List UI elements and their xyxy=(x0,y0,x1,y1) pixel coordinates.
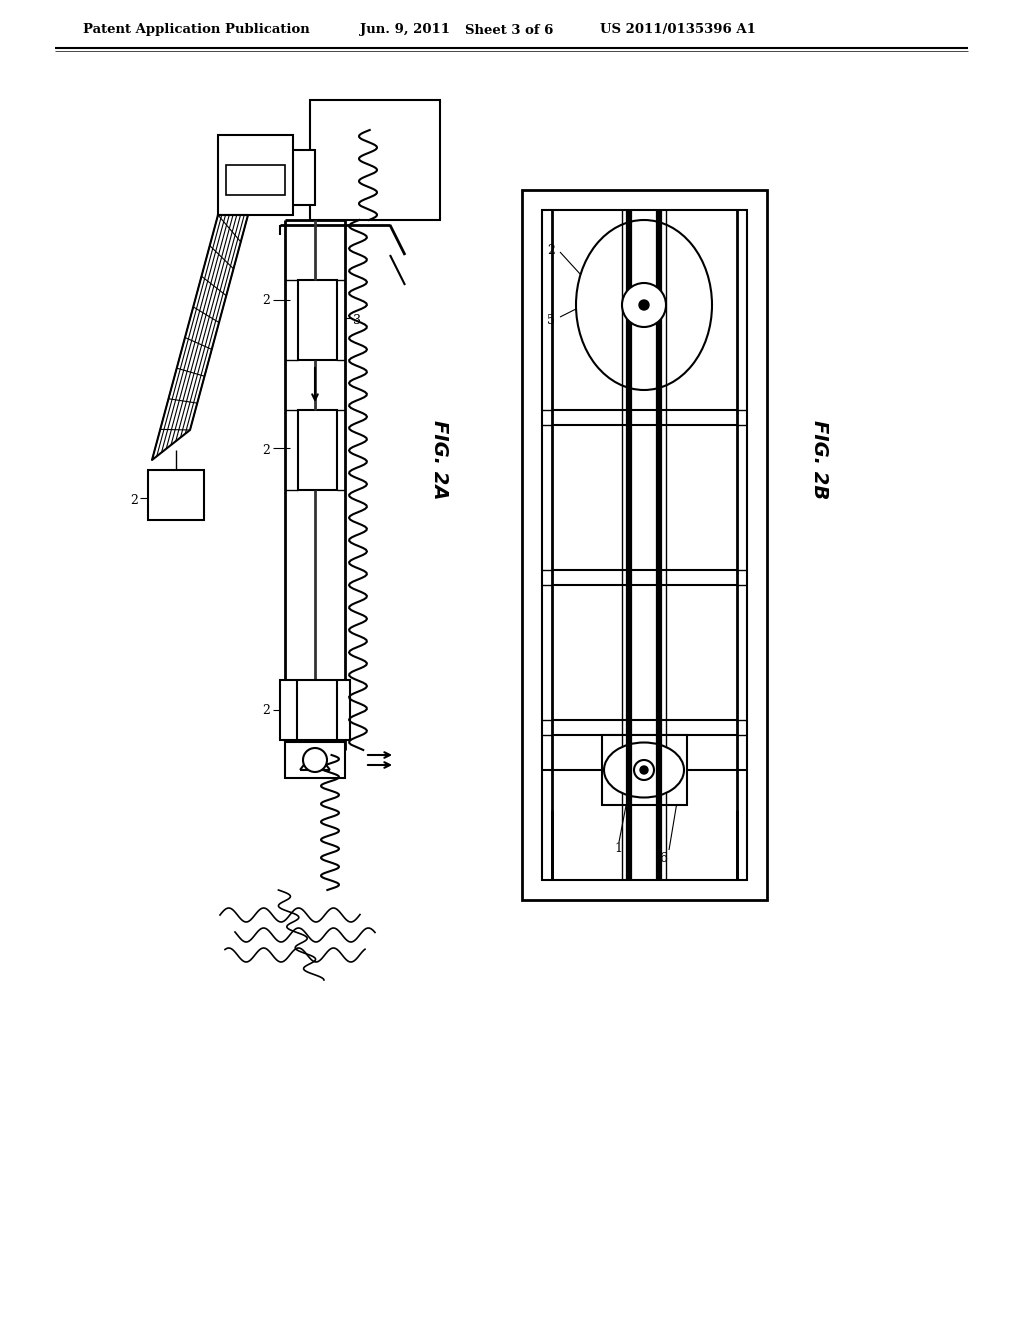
Text: 2: 2 xyxy=(547,243,555,256)
Bar xyxy=(285,742,345,777)
Bar xyxy=(298,411,337,490)
Text: 1: 1 xyxy=(614,842,622,854)
Bar xyxy=(280,680,350,741)
Circle shape xyxy=(622,282,666,327)
Bar xyxy=(290,150,315,205)
Text: 3: 3 xyxy=(353,314,361,326)
Text: FIG. 2B: FIG. 2B xyxy=(810,420,829,500)
Text: 2: 2 xyxy=(262,704,270,717)
Circle shape xyxy=(640,766,648,774)
Bar xyxy=(310,100,440,220)
Text: FIG. 2A: FIG. 2A xyxy=(430,420,449,500)
Circle shape xyxy=(639,300,649,310)
Text: 2: 2 xyxy=(262,293,270,306)
Text: 2: 2 xyxy=(130,494,138,507)
Text: Sheet 3 of 6: Sheet 3 of 6 xyxy=(465,24,553,37)
Ellipse shape xyxy=(604,742,684,797)
Bar xyxy=(602,735,687,805)
Bar xyxy=(226,165,285,195)
Text: Patent Application Publication: Patent Application Publication xyxy=(83,24,309,37)
Text: US 2011/0135396 A1: US 2011/0135396 A1 xyxy=(600,24,756,37)
Circle shape xyxy=(303,748,327,772)
Bar xyxy=(148,470,204,520)
Bar xyxy=(298,280,337,360)
Text: 2: 2 xyxy=(262,444,270,457)
Text: 6: 6 xyxy=(659,851,667,865)
Ellipse shape xyxy=(575,220,712,389)
Bar xyxy=(218,135,293,215)
Text: Jun. 9, 2011: Jun. 9, 2011 xyxy=(360,24,450,37)
Text: 5: 5 xyxy=(547,314,555,326)
Circle shape xyxy=(634,760,654,780)
Bar xyxy=(542,210,746,880)
Bar xyxy=(522,190,767,900)
